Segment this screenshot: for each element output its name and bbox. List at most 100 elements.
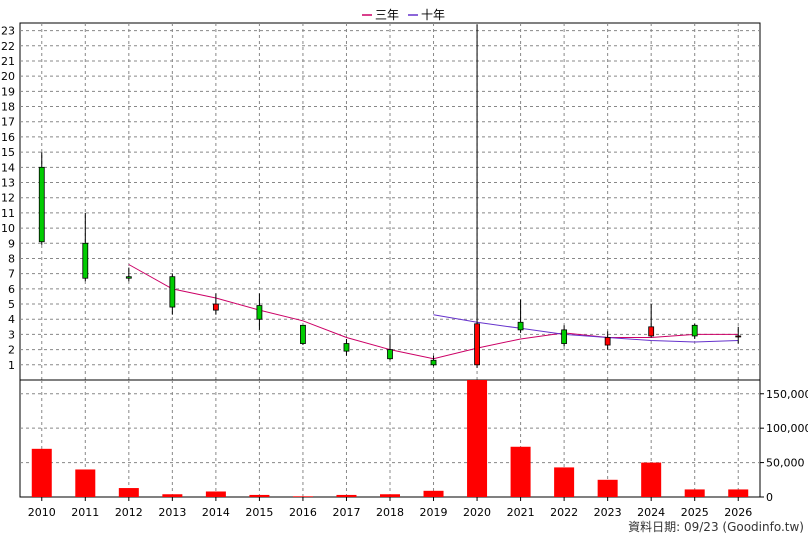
year-label-2018: 2018: [376, 506, 404, 519]
candle-2023: [604, 331, 611, 350]
volume-bar-2023: [597, 479, 618, 497]
candle-2014: [212, 293, 219, 315]
candle-2013: [169, 273, 176, 315]
volume-bar-2022: [554, 467, 575, 497]
year-axis: 2010 2011 2012 2013 2014 2015 2016 2017 2018 2019…: [28, 497, 752, 519]
candle-2020: [474, 24, 480, 368]
candle-body: [517, 321, 524, 331]
year-label-2023: 2023: [594, 506, 622, 519]
price-tick-label: 19: [1, 85, 15, 98]
price-tick-label: 1: [8, 359, 15, 372]
volume-bar-panel: 0 50,000 100,000 150,000: [19, 379, 808, 504]
candle-body: [212, 303, 219, 311]
price-tick-label: 6: [8, 283, 15, 296]
year-label-2017: 2017: [332, 506, 360, 519]
price-tick-label: 10: [1, 222, 15, 235]
price-tick-label: 9: [8, 237, 15, 250]
candle-2017: [343, 338, 350, 356]
price-tick-label: 18: [1, 101, 15, 114]
price-tick-label: 4: [8, 313, 15, 326]
data-source-note: 資料日期: 09/23 (Goodinfo.tw): [628, 520, 804, 534]
volume-bar-2019: [423, 490, 444, 497]
candle-body: [691, 324, 698, 337]
year-label-2024: 2024: [637, 506, 665, 519]
volume-bar-2015: [249, 494, 270, 497]
legend-label-three-year: 三年: [375, 8, 399, 22]
candle-2016: [300, 324, 306, 346]
year-label-2015: 2015: [245, 506, 273, 519]
volume-bar-2011: [75, 469, 96, 497]
candle-2011: [82, 212, 89, 282]
candle-2012: [125, 267, 132, 282]
candle-body: [82, 242, 89, 279]
candle-2019: [430, 355, 437, 367]
candle-body: [387, 349, 393, 360]
candle-body: [256, 305, 263, 320]
candle-body: [561, 329, 568, 344]
year-label-2012: 2012: [115, 506, 143, 519]
candle-body: [343, 343, 350, 352]
year-label-2010: 2010: [28, 506, 56, 519]
price-tick-label: 15: [1, 146, 15, 159]
candle-body: [125, 276, 132, 279]
price-tick-label: 16: [1, 131, 15, 144]
volume-bar-2018: [380, 494, 400, 497]
price-panel-frame: [19, 22, 761, 381]
volume-bar-2021: [510, 446, 531, 497]
volume-bar-2026: [728, 489, 749, 497]
year-label-2020: 2020: [463, 506, 491, 519]
volume-bar-2014: [205, 491, 226, 497]
candle-body: [300, 324, 306, 344]
year-label-2025: 2025: [681, 506, 709, 519]
price-tick-label: 7: [8, 268, 15, 281]
volume-bar-2010: [31, 448, 52, 497]
year-label-2026: 2026: [724, 506, 752, 519]
volume-bar-2017: [336, 494, 357, 497]
volume-bar-2024: [641, 462, 662, 497]
price-tick-label: 14: [1, 161, 15, 174]
price-tick-label: 2: [8, 344, 15, 357]
candle-2015: [256, 293, 263, 330]
candle-2026: [735, 326, 742, 344]
volume-bar-2016: [292, 496, 313, 497]
volume-tick-label: 0: [766, 491, 773, 504]
price-tick-label: 11: [1, 207, 15, 220]
price-tick-label: 20: [1, 70, 15, 83]
candle-2024: [648, 304, 655, 338]
year-label-2019: 2019: [420, 506, 448, 519]
legend: 三年 十年: [362, 8, 445, 22]
volume-tick-label: 50,000: [766, 457, 805, 470]
candle-2025: [691, 323, 698, 339]
candle-2021: [517, 299, 524, 333]
candle-2018: [387, 334, 393, 361]
year-label-2013: 2013: [158, 506, 186, 519]
volume-bar-2020: [467, 380, 488, 497]
volume-bar-2013: [162, 494, 183, 497]
candle-body: [648, 326, 655, 337]
candle-2010: [38, 152, 45, 245]
volume-tick-label: 100,000: [766, 422, 808, 435]
year-label-2011: 2011: [71, 506, 99, 519]
legend-label-ten-year: 十年: [421, 8, 445, 22]
price-tick-label: 3: [8, 328, 15, 341]
year-label-2014: 2014: [202, 506, 230, 519]
price-tick-label: 5: [8, 298, 15, 311]
volume-tick-label: 150,000: [766, 388, 808, 401]
price-tick-label: 12: [1, 192, 15, 205]
candle-2022: [561, 325, 568, 347]
candle-body: [735, 335, 742, 338]
candle-body: [430, 359, 437, 366]
candle-body: [474, 323, 480, 366]
price-tick-label: 13: [1, 177, 15, 190]
candle-body: [604, 337, 611, 346]
price-tick-label: 17: [1, 116, 15, 129]
year-label-2022: 2022: [550, 506, 578, 519]
price-tick-label: 23: [1, 25, 15, 38]
year-label-2016: 2016: [289, 506, 317, 519]
price-tick-label: 22: [1, 40, 15, 53]
average-line-ten-year: [433, 314, 739, 343]
volume-bar-2012: [118, 488, 139, 497]
volume-bar-2025: [684, 489, 705, 497]
price-tick-label: 8: [8, 252, 15, 265]
